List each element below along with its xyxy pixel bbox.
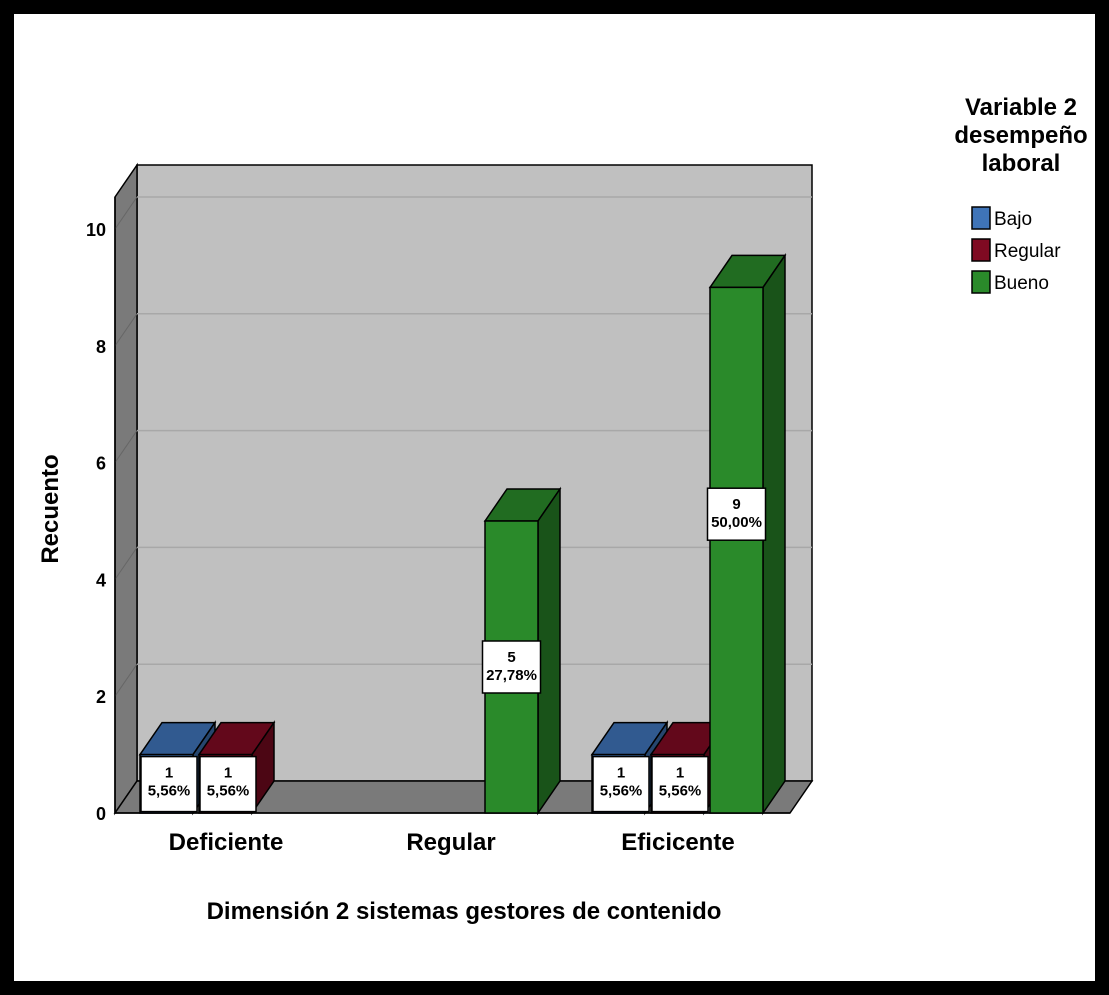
- data-label-count: 9: [732, 496, 740, 513]
- gridline-side: [114, 313, 138, 347]
- legend-item: Bajo: [971, 206, 1032, 230]
- data-label-count: 1: [676, 765, 684, 782]
- bar: 15,56%: [649, 720, 728, 816]
- data-label-percent: 5,56%: [600, 783, 643, 800]
- x-category-labels: Deficiente Regular Eficicente: [169, 829, 735, 856]
- data-label-count: 1: [165, 765, 173, 782]
- data-label-percent: 27,78%: [486, 667, 537, 684]
- data-label-box: [651, 755, 709, 813]
- x-category-label: Regular: [406, 829, 495, 856]
- x-axis-title: Dimensión 2 sistemas gestores de conteni…: [207, 898, 722, 925]
- legend-swatch: [971, 238, 991, 262]
- bar: 527,78%: [481, 486, 562, 816]
- bar-front: [709, 286, 764, 814]
- data-label-box: [140, 755, 198, 813]
- data-label-percent: 5,56%: [148, 783, 191, 800]
- data-label-box: [706, 487, 767, 541]
- y-tick-label: 10: [86, 220, 106, 240]
- x-category-label: Eficicente: [621, 829, 734, 856]
- data-label: 15,56%: [651, 755, 709, 813]
- data-label-count: 1: [224, 765, 232, 782]
- side-wall: [114, 162, 138, 816]
- gridline-side: [114, 196, 138, 230]
- data-label: 950,00%: [706, 487, 767, 541]
- legend-item: Bueno: [971, 270, 1049, 294]
- bar-side: [762, 252, 786, 816]
- data-label: 15,56%: [199, 755, 257, 813]
- legend-label: Bueno: [994, 273, 1049, 294]
- legend-item: Regular: [971, 238, 1061, 262]
- data-label-box: [199, 755, 257, 813]
- y-axis-title: Recuento: [37, 454, 64, 563]
- legend-title-line: laboral: [982, 150, 1061, 177]
- legend-title-line: Variable 2: [965, 94, 1077, 121]
- gridline-side: [114, 663, 138, 697]
- x-category-label: Deficiente: [169, 829, 284, 856]
- data-label: 527,78%: [481, 640, 542, 694]
- bar: 950,00%: [706, 252, 787, 816]
- legend-title-line: desempeño: [954, 122, 1087, 149]
- gridlines: [114, 196, 812, 697]
- data-label: 15,56%: [592, 755, 650, 813]
- data-label-box: [592, 755, 650, 813]
- legend-swatch: [971, 206, 991, 230]
- data-label-percent: 5,56%: [207, 783, 250, 800]
- y-tick-label: 8: [96, 337, 106, 357]
- bar: 15,56%: [197, 720, 276, 816]
- gridline-side: [114, 430, 138, 463]
- gridline-side: [114, 547, 138, 580]
- bars: 15,56%15,56%527,78%15,56%15,56%950,00%: [138, 252, 787, 816]
- data-label-percent: 5,56%: [659, 783, 702, 800]
- data-label-percent: 50,00%: [711, 514, 762, 531]
- data-label-box: [481, 640, 542, 694]
- y-tick-label: 0: [96, 804, 106, 824]
- bar-side: [537, 486, 561, 816]
- data-label: 15,56%: [140, 755, 198, 813]
- legend-swatch: [971, 270, 991, 294]
- data-label-count: 1: [617, 765, 625, 782]
- y-tick-label: 2: [96, 687, 106, 707]
- legend-label: Regular: [994, 241, 1061, 262]
- y-tick-label: 4: [96, 570, 106, 590]
- data-label-count: 5: [507, 649, 515, 666]
- y-tick-label: 6: [96, 454, 106, 474]
- legend-label: Bajo: [994, 209, 1032, 230]
